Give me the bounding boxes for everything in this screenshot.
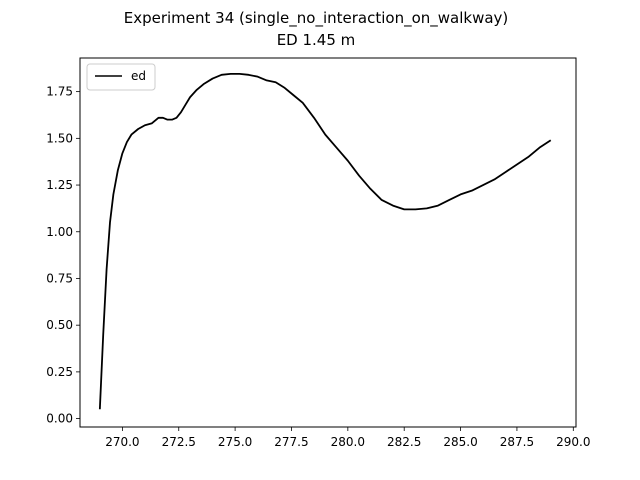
y-tick-label: 1.00 [46,225,73,239]
y-tick-label: 0.25 [46,365,73,379]
y-axis: 0.00 0.25 0.50 0.75 1.00 1.25 1.50 1.75 [46,85,80,426]
y-tick-label: 1.75 [46,85,73,99]
x-axis: 270.0 272.5 275.0 277.5 280.0 282.5 285.0 287.5… [105,427,590,449]
y-tick-label: 0.75 [46,271,73,285]
y-tick-label: 1.25 [46,178,73,192]
x-tick-label: 282.5 [387,435,421,449]
legend-box [86,63,156,91]
series-line-ed [98,72,552,410]
chart-title: Experiment 34 (single_no_interaction_on_… [124,9,509,28]
x-tick-label: 275.0 [218,435,252,449]
y-tick-label: 0.50 [46,318,73,332]
x-tick-label: 277.5 [274,435,308,449]
x-tick-label: 280.0 [331,435,365,449]
y-tick-label: 0.00 [46,412,73,426]
legend-label-ed: ed [131,69,146,83]
series-layer [98,72,552,410]
x-tick-label: 272.5 [162,435,196,449]
legend: ed [86,63,156,91]
y-tick-label: 1.50 [46,131,73,145]
x-tick-label: 270.0 [105,435,139,449]
x-tick-label: 285.0 [443,435,477,449]
plot-area-frame [79,57,577,428]
chart-subtitle: ED 1.45 m [277,31,356,49]
x-tick-label: 290.0 [556,435,590,449]
x-tick-label: 287.5 [500,435,534,449]
